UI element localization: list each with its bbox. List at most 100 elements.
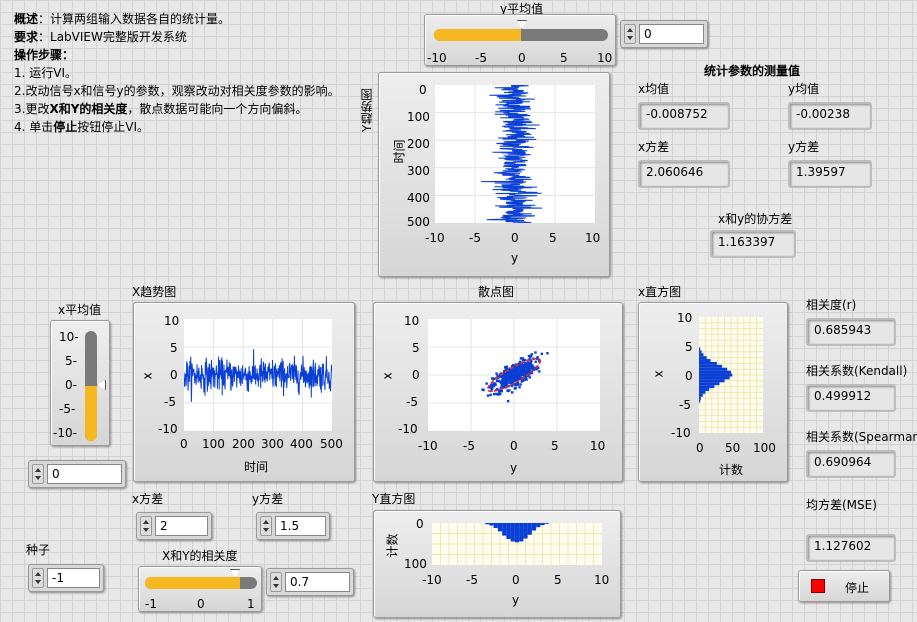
x-trend-plot — [183, 319, 333, 431]
x-hist-bar — [699, 373, 733, 377]
scatter-point — [521, 358, 525, 362]
y-mean-slider[interactable]: -10 -5 0 5 10 — [424, 14, 616, 66]
y-trend-xtick: -10 — [425, 231, 445, 245]
y-mean-value[interactable]: 0 — [639, 24, 704, 44]
corr-value[interactable]: 0.7 — [285, 572, 350, 592]
y-hist-plot — [432, 523, 602, 565]
y-mean-numeric[interactable]: 0 — [620, 20, 708, 48]
x-hist-bar — [699, 353, 704, 357]
y-var-value[interactable]: 1.5 — [275, 516, 326, 536]
x-hist-title: x直方图 — [638, 285, 682, 299]
x-hist-bar — [699, 370, 731, 374]
scatter-point — [498, 375, 501, 379]
scatter-title: 散点图 — [478, 285, 515, 299]
y-trend-ytick: 500 — [407, 215, 430, 229]
scatter-point — [516, 365, 519, 368]
scatter-chart: x y -10 -5 0 5 10 10 5 0 -5 -10 — [373, 302, 623, 482]
scatter-point — [491, 377, 494, 380]
corr-spinner[interactable] — [270, 572, 282, 592]
scatter-point — [527, 354, 531, 358]
scatter-point — [489, 385, 492, 389]
stop-button[interactable]: 停止 — [798, 570, 890, 602]
scatter-point — [516, 383, 520, 386]
x-hist-bar — [699, 350, 702, 354]
yhist-svg — [432, 523, 602, 565]
corr-numeric[interactable]: 0.7 — [266, 568, 354, 596]
scatter-point — [500, 388, 503, 392]
x-trend-ytick: -5 — [164, 395, 176, 409]
scatter-point — [504, 377, 508, 381]
scatter-point — [511, 374, 514, 377]
scatter-point — [522, 363, 526, 367]
x-hist-bar — [699, 399, 701, 403]
x-mean-slider-track[interactable] — [85, 331, 97, 441]
scatter-point — [516, 381, 520, 385]
scatter-point — [485, 382, 488, 385]
x-var-numeric[interactable]: 2 — [136, 512, 212, 540]
y-var-numeric[interactable]: 1.5 — [256, 512, 330, 540]
scatter-point — [515, 378, 518, 382]
x-hist-ylabel: x — [651, 370, 666, 378]
x-mean-spinner[interactable] — [32, 464, 44, 484]
scatter-point — [514, 383, 517, 387]
confidence-ellipse — [486, 357, 542, 393]
y-mean-slider-thumb[interactable] — [517, 20, 527, 29]
scatter-point — [538, 360, 541, 363]
x-mean-tick: -10- — [53, 426, 77, 440]
scatter-ytick: 10 — [404, 314, 420, 328]
y-trend-xtick: 10 — [585, 231, 601, 245]
corr-tick: 1 — [247, 597, 255, 611]
x-mean-numeric[interactable]: 0 — [28, 460, 126, 488]
scatter-point — [515, 366, 518, 370]
scatter-point — [521, 369, 524, 373]
scatter-point — [501, 379, 504, 382]
scatter-ytick: -5 — [406, 395, 418, 409]
x-mean-tick: 10- — [59, 330, 79, 344]
x-var-spinner[interactable] — [140, 516, 152, 536]
seed-value[interactable]: -1 — [47, 568, 100, 588]
x-trend-ylabel: x — [140, 372, 155, 380]
desc-requirement: ：LabVIEW完整版开发系统 — [38, 30, 187, 44]
seed-spinner[interactable] — [32, 568, 44, 588]
xtrend-svg — [183, 319, 333, 431]
x-hist-bar — [699, 367, 728, 371]
y-hist-chart: 计数 y -10 -5 0 5 10 0 100 — [373, 510, 621, 618]
y-mean-spinner[interactable] — [624, 24, 636, 44]
scatter-xtick: -5 — [463, 439, 475, 453]
y-var-spinner[interactable] — [260, 516, 272, 536]
y-hist-xtick: -10 — [422, 573, 442, 587]
x-mean-slider-thumb[interactable] — [97, 380, 106, 390]
scatter-point — [493, 383, 496, 387]
y-hist-bar — [544, 523, 549, 524]
scatter-point — [519, 357, 523, 360]
scatter-point — [524, 372, 528, 375]
scatter-point — [526, 369, 530, 372]
y-trend-ytick: 100 — [407, 110, 430, 124]
scatter-point — [510, 365, 514, 368]
scatter-point — [529, 363, 533, 366]
corr-slider-track[interactable] — [145, 577, 257, 589]
x-mean-label: x平均值 — [58, 303, 102, 317]
x-mean-slider[interactable]: 10- 5- 0- -5- -10- — [50, 320, 110, 446]
scatter-point — [505, 366, 509, 370]
mse-label: 均方差(MSE) — [806, 498, 877, 512]
x-hist-bar — [699, 376, 730, 380]
y-hist-bar — [497, 523, 503, 532]
x-var-value[interactable]: 2 — [155, 516, 208, 536]
scatter-point — [520, 380, 523, 383]
scatter-point — [514, 386, 517, 390]
spearman-label: 相关系数(Spearman) — [806, 430, 917, 444]
scatter-xtick: 10 — [590, 439, 606, 453]
x-trend-ytick: 5 — [170, 341, 178, 355]
desc-step-3c: ，散点数据可能向一个方向偏斜。 — [127, 102, 308, 116]
scatter-point — [490, 383, 493, 387]
corr-slider[interactable]: -1 0 1 — [138, 566, 262, 612]
y-hist-xtick: 10 — [594, 573, 610, 587]
corr-tick: -1 — [145, 597, 157, 611]
scatter-point — [503, 373, 506, 376]
x-trend-ytick: 10 — [164, 314, 180, 328]
x-mean-value[interactable]: 0 — [47, 464, 122, 484]
y-mean-slider-track[interactable] — [434, 29, 608, 41]
seed-numeric[interactable]: -1 — [28, 564, 104, 592]
scatter-point — [518, 360, 522, 364]
